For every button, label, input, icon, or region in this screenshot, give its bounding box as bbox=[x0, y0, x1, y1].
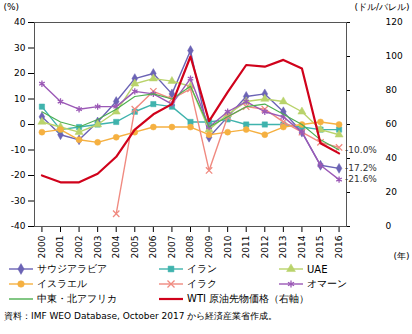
svg-text:2013: 2013 bbox=[278, 236, 288, 259]
svg-text:2002: 2002 bbox=[74, 236, 84, 259]
svg-text:-17.2%: -17.2% bbox=[345, 163, 377, 173]
svg-text:2011: 2011 bbox=[241, 236, 251, 259]
svg-text:2008: 2008 bbox=[185, 235, 195, 258]
svg-text:60: 60 bbox=[386, 119, 398, 129]
svg-text:-20: -20 bbox=[11, 170, 26, 180]
html-text:WTI 原油先物価格（右軸）: WTI 原油先物価格（右軸） bbox=[187, 293, 310, 304]
svg-text:(ドル/バレル): (ドル/バレル) bbox=[354, 2, 409, 12]
svg-text:-30: -30 bbox=[11, 196, 26, 206]
svg-text:2015: 2015 bbox=[315, 236, 325, 259]
svg-text:2006: 2006 bbox=[148, 235, 158, 258]
svg-text:40: 40 bbox=[386, 153, 398, 163]
svg-text:20: 20 bbox=[386, 187, 398, 197]
svg-text:2000: 2000 bbox=[37, 235, 47, 258]
html-text:サウジアラビア: サウジアラビア bbox=[37, 263, 107, 274]
svg-text:0: 0 bbox=[20, 119, 26, 129]
html-text:イラク: イラク bbox=[187, 278, 217, 289]
html-text:オマーン: オマーン bbox=[307, 278, 347, 289]
svg-text:2001: 2001 bbox=[55, 236, 65, 259]
svg-text:0: 0 bbox=[386, 221, 392, 231]
svg-text:2003: 2003 bbox=[93, 236, 103, 259]
svg-text:10: 10 bbox=[14, 94, 26, 104]
svg-text:2004: 2004 bbox=[111, 235, 121, 258]
svg-text:(%): (%) bbox=[4, 2, 20, 12]
svg-text:80: 80 bbox=[386, 85, 398, 95]
html-text:イラン: イラン bbox=[187, 263, 217, 274]
svg-text:2012: 2012 bbox=[260, 236, 270, 259]
svg-text:2007: 2007 bbox=[167, 236, 177, 259]
html-text:中東・北アフリカ: 中東・北アフリカ bbox=[37, 293, 117, 304]
svg-text:100: 100 bbox=[386, 51, 403, 61]
html-text:資料：IMF WEO Database, October 2: 資料：IMF WEO Database, October 2017 から経済産業… bbox=[4, 311, 278, 321]
svg-text:2005: 2005 bbox=[130, 236, 140, 259]
svg-text:-10.0%: -10.0% bbox=[345, 145, 377, 155]
html-text:UAE: UAE bbox=[307, 263, 328, 275]
svg-text:2014: 2014 bbox=[297, 235, 307, 258]
svg-text:2009: 2009 bbox=[204, 235, 214, 258]
svg-text:(年): (年) bbox=[393, 251, 409, 261]
svg-text:40: 40 bbox=[14, 17, 26, 27]
svg-text:-40: -40 bbox=[11, 221, 26, 231]
svg-text:2016: 2016 bbox=[334, 235, 344, 258]
svg-text:30: 30 bbox=[14, 43, 26, 53]
svg-text:20: 20 bbox=[14, 68, 26, 78]
svg-text:-21.6%: -21.6% bbox=[345, 174, 377, 184]
svg-text:120: 120 bbox=[386, 17, 403, 27]
svg-text:2010: 2010 bbox=[223, 235, 233, 258]
html-text:イスラエル: イスラエル bbox=[37, 278, 87, 289]
svg-text:-10: -10 bbox=[11, 145, 26, 155]
